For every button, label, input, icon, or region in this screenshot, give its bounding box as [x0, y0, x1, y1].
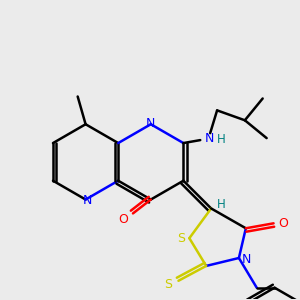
- Text: O: O: [278, 217, 288, 230]
- Text: H: H: [217, 198, 225, 211]
- Text: N: N: [83, 194, 92, 207]
- Text: S: S: [177, 232, 185, 245]
- Text: H: H: [217, 133, 226, 146]
- Text: N: N: [242, 254, 251, 266]
- Text: N: N: [205, 132, 214, 145]
- Text: S: S: [165, 278, 172, 291]
- Text: O: O: [118, 213, 128, 226]
- Text: N: N: [146, 117, 155, 130]
